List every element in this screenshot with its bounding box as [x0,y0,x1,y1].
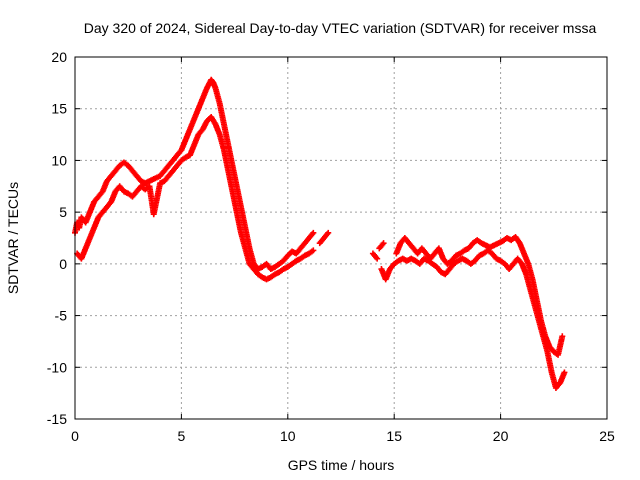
series-lower-trace [74,113,568,391]
y-tick-label: 0 [59,256,67,272]
x-tick-label: 10 [280,428,296,444]
data-point [310,229,317,236]
y-tick-label: -5 [55,308,68,324]
data-point [561,369,568,376]
series-upper-trace [72,76,566,358]
data-point [374,255,381,262]
x-tick-label: 0 [71,428,79,444]
grid [75,57,607,419]
data-point [559,333,566,340]
y-axis-label: SDTVAR / TECUs [5,182,21,294]
chart-title: Day 320 of 2024, Sidereal Day-to-day VTE… [84,20,597,36]
y-tick-label: 15 [51,101,67,117]
x-tick-label: 25 [599,428,615,444]
data-point [325,229,332,236]
plot-border [74,56,608,420]
x-tick-label: 15 [386,428,402,444]
data-layer [72,76,568,391]
y-tick-label: -10 [47,359,67,375]
x-tick-label: 5 [178,428,186,444]
y-tick-label: 5 [59,204,67,220]
data-point [380,240,387,247]
y-tick-label: 10 [51,152,67,168]
ticks: 0 5 10 15 20 25 -15 -10 -5 0 5 10 15 20 [47,49,615,444]
y-tick-label: -15 [47,411,67,427]
x-tick-label: 20 [493,428,509,444]
data-point [310,247,317,254]
y-tick-label: 20 [51,49,67,65]
x-axis-label: GPS time / hours [288,457,395,473]
